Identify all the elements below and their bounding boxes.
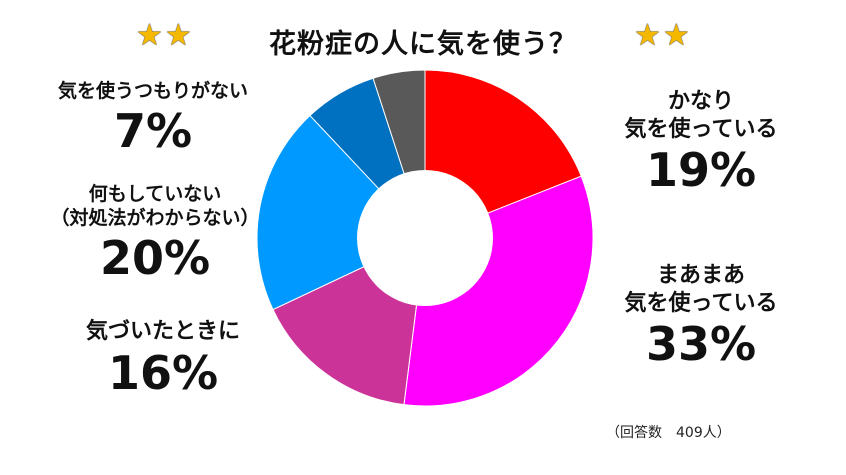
label-tsumori-name: 気を使うつもりがない — [57, 80, 248, 102]
star-icons-left: ★★ — [136, 18, 194, 53]
star-icons-right: ★★ — [634, 18, 692, 53]
respondent-count-note: （回答数 409人） — [606, 425, 731, 441]
label-kanari-pct: 19% — [645, 143, 757, 197]
label-nanimo-pct: 20% — [99, 230, 211, 285]
label-kanari: かなり 気を使っている 19% — [596, 88, 806, 196]
label-nanimo: 何もしていない （対処法がわからない） 20% — [30, 183, 280, 283]
label-tsumori: 気を使うつもりがない 7% — [38, 80, 268, 156]
label-kizuita: 気づいたときに 16% — [48, 318, 278, 398]
label-nanimo-line2: （対処法がわからない） — [50, 206, 260, 229]
chart-title: 花粉症の人に気を使う？ — [269, 29, 577, 60]
label-maamaa-pct: 33% — [645, 317, 757, 371]
label-maamaa-line1: まあまあ — [656, 263, 745, 288]
label-kizuita-pct: 16% — [107, 345, 219, 400]
label-tsumori-pct: 7% — [113, 103, 193, 158]
label-nanimo-line1: 何もしていない — [88, 183, 222, 205]
label-maamaa-line2: 気を使っている — [624, 290, 778, 316]
label-maamaa: まあまあ 気を使っている 33% — [596, 262, 806, 370]
slice-nanimo — [256, 114, 426, 311]
label-kizuita-name: 気づいたときに — [85, 319, 240, 344]
label-kanari-line1: かなり — [667, 89, 734, 114]
label-kanari-line2: 気を使っている — [624, 116, 778, 142]
donut-hole — [357, 170, 493, 306]
